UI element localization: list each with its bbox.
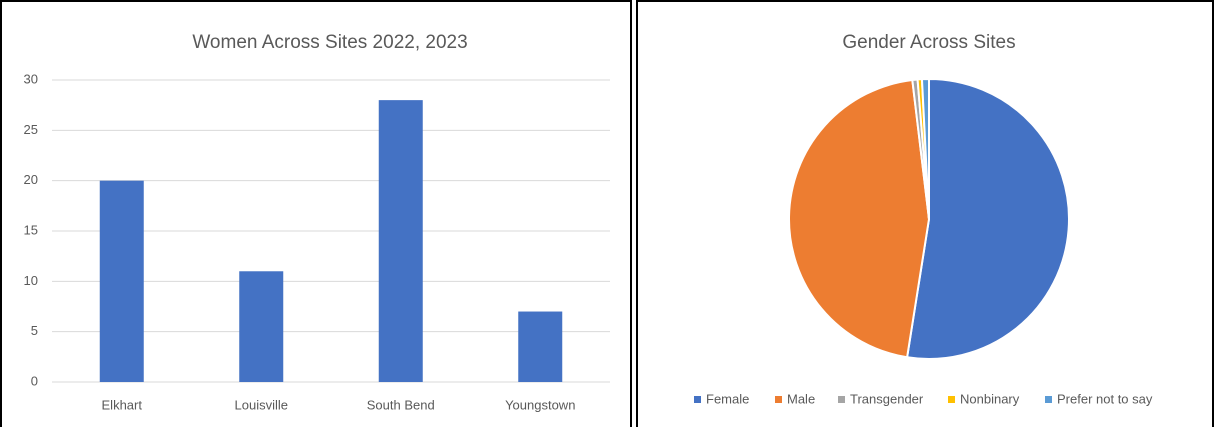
pie-slice [920, 77, 930, 220]
chart-title: Gender Across Sites [842, 32, 1015, 53]
legend-label: Nonbinary [960, 391, 1020, 406]
left-panel [0, 0, 632, 427]
y-tick-label: 0 [31, 373, 38, 388]
legend-label: Male [787, 391, 815, 406]
bar [239, 271, 284, 382]
x-tick-label: South Bend [367, 397, 435, 412]
legend-label: Transgender [850, 391, 924, 406]
y-tick-label: 30 [24, 71, 38, 86]
y-tick-label: 5 [31, 323, 38, 338]
x-tick-label: Youngstown [505, 397, 575, 412]
x-tick-label: Elkhart [102, 397, 143, 412]
x-tick-label: Louisville [235, 397, 288, 412]
pie-slice [788, 78, 931, 359]
legend-swatch [694, 396, 701, 403]
bar [378, 100, 423, 382]
legend-swatch [838, 396, 845, 403]
y-tick-label: 15 [24, 222, 38, 237]
right-panel [636, 0, 1214, 427]
bar [518, 311, 563, 382]
legend-swatch [1045, 396, 1052, 403]
y-tick-label: 10 [24, 273, 38, 288]
bar [99, 180, 144, 382]
legend-swatch [775, 396, 782, 403]
chart-title: Women Across Sites 2022, 2023 [192, 32, 467, 53]
pie-slice [905, 77, 1070, 360]
y-tick-label: 25 [24, 122, 38, 137]
legend-swatch [948, 396, 955, 403]
legend-label: Female [706, 391, 749, 406]
y-tick-label: 20 [24, 172, 38, 187]
legend-label: Prefer not to say [1057, 391, 1153, 406]
